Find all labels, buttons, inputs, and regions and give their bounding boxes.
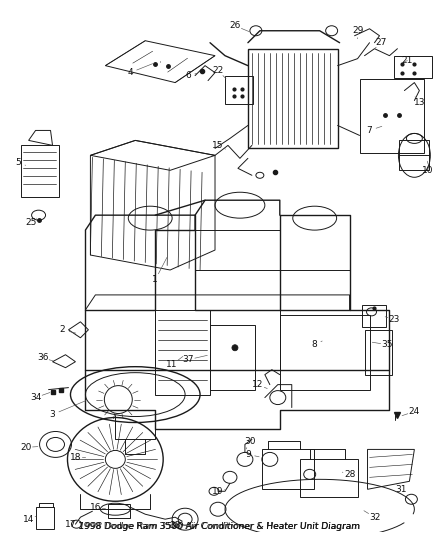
Text: 8: 8 [312,340,318,349]
Text: 4: 4 [127,68,133,77]
Text: 22: 22 [212,66,224,75]
Bar [108,504,130,518]
Text: 1: 1 [152,276,158,285]
Bar [248,49,338,148]
Bar [300,459,357,497]
Text: 37: 37 [182,355,194,364]
Bar [21,146,59,197]
Bar [395,55,432,78]
Text: 9: 9 [245,450,251,459]
Bar [225,76,253,103]
Text: 35: 35 [381,340,393,349]
Bar [262,449,314,489]
Text: 5: 5 [16,158,21,167]
Bar [155,310,210,394]
Bar [364,330,392,375]
Bar [280,315,370,390]
Text: 1998 Dodge Ram 3500 Air Conditioner & Heater Unit Diagram: 1998 Dodge Ram 3500 Air Conditioner & He… [78,522,360,531]
Text: 23: 23 [389,316,400,324]
Bar [360,78,424,154]
Text: 13: 13 [413,98,425,107]
Text: 30: 30 [244,437,256,446]
Text: 21: 21 [402,56,413,65]
Text: 1998 Dodge Ram 3500 Air Conditioner & Heater Unit Diagram: 1998 Dodge Ram 3500 Air Conditioner & He… [78,522,360,531]
Text: 11: 11 [166,360,178,369]
Text: 20: 20 [20,443,31,452]
Text: 2: 2 [60,325,65,334]
Text: 26: 26 [229,21,240,30]
Text: 18: 18 [70,453,81,462]
Ellipse shape [232,345,238,351]
Text: 17: 17 [65,520,76,529]
Bar [210,325,255,390]
Text: 36: 36 [37,353,48,362]
Text: 6: 6 [185,71,191,80]
Text: 19: 19 [212,487,224,496]
Text: 32: 32 [369,513,380,522]
Text: 14: 14 [23,515,34,524]
Text: 10: 10 [422,166,433,175]
Text: 16: 16 [90,503,101,512]
Text: 31: 31 [396,485,407,494]
Bar [361,305,386,327]
Text: 25: 25 [25,217,36,227]
Text: 29: 29 [352,26,363,35]
Text: 7: 7 [367,126,372,135]
Text: 15: 15 [212,141,224,150]
Text: 33: 33 [170,521,181,530]
Text: 3: 3 [49,410,55,419]
Ellipse shape [106,450,125,469]
Text: 34: 34 [30,393,41,402]
Bar [399,140,429,171]
Text: 12: 12 [252,380,264,389]
Text: 24: 24 [409,407,420,416]
Text: 27: 27 [376,38,387,47]
Text: 28: 28 [344,470,355,479]
Bar [35,507,53,529]
